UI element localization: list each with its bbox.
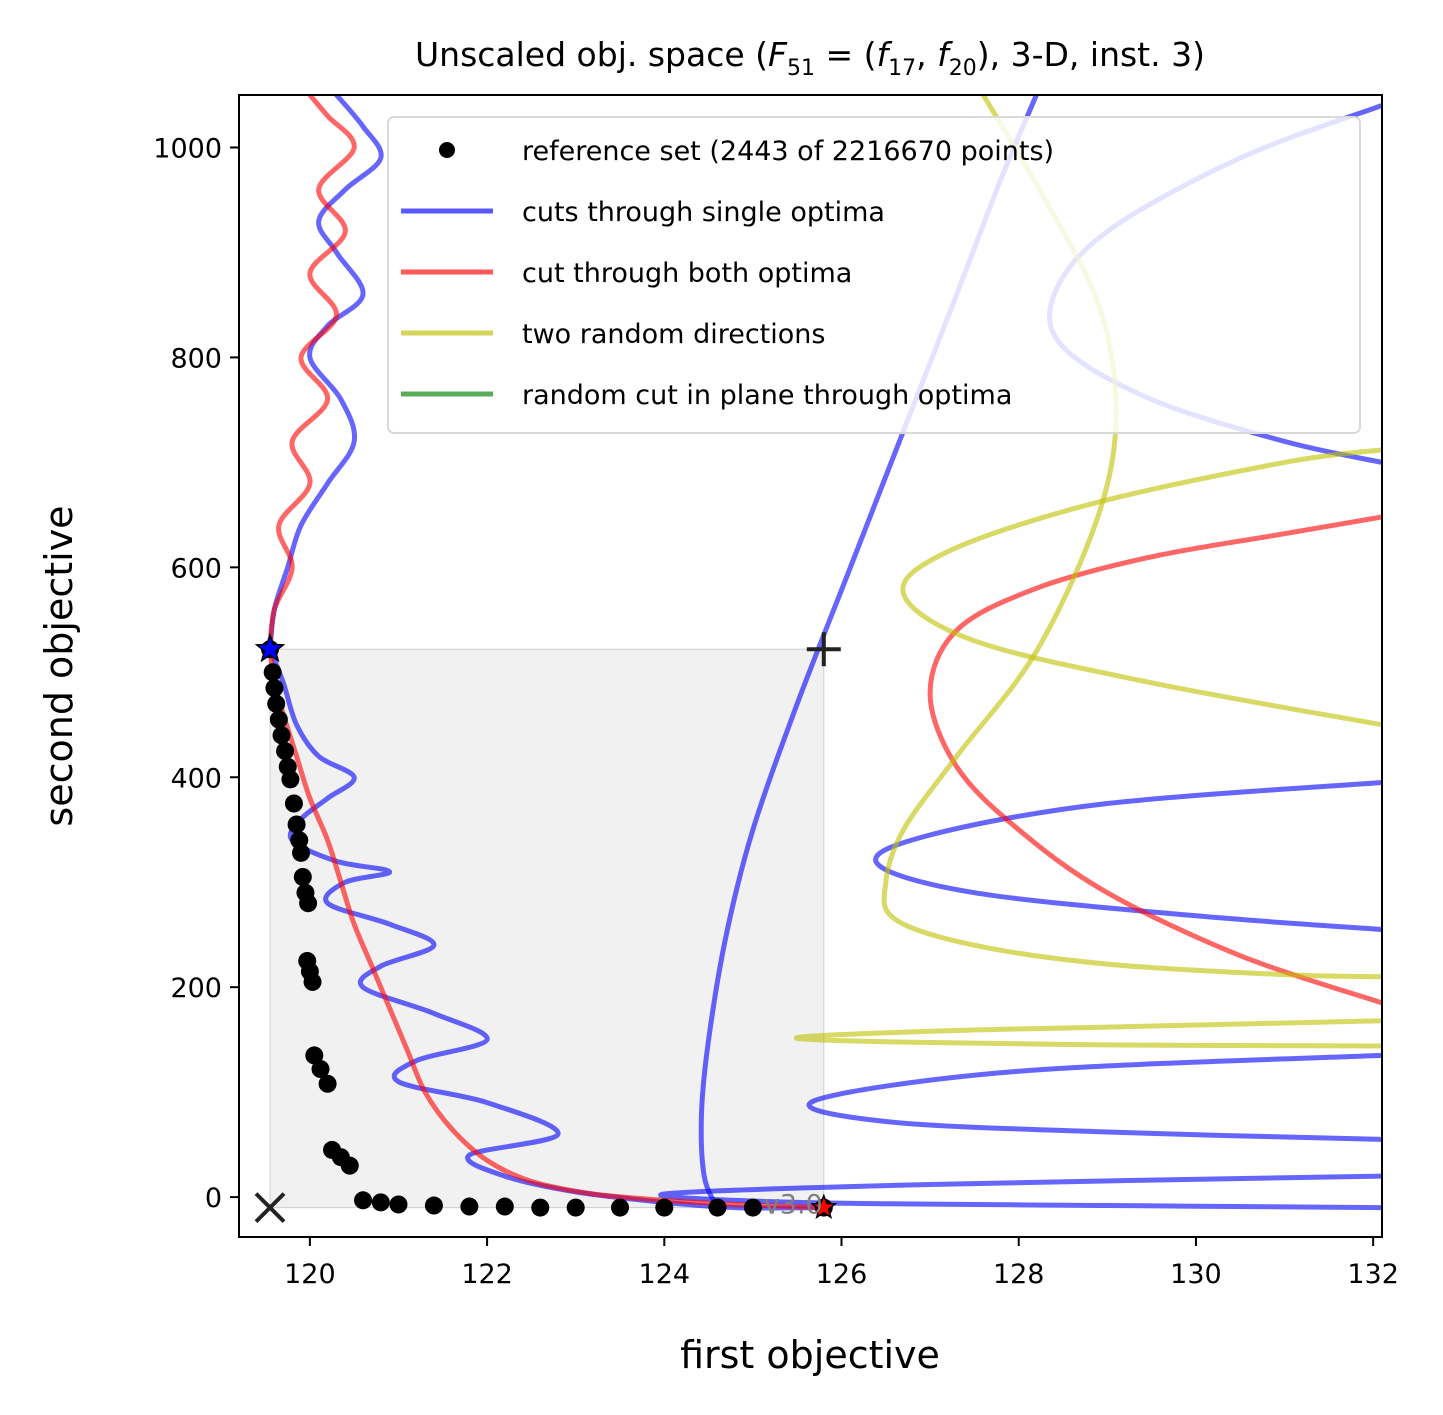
reference-point-10 [287, 815, 306, 834]
reference-point-28 [424, 1196, 443, 1215]
reference-point-8 [281, 770, 300, 789]
x-tick-label-6: 132 [1347, 1259, 1399, 1290]
reference-point-34 [655, 1198, 674, 1217]
series-line-6 [658, 1173, 1382, 1211]
reference-point-5 [272, 726, 291, 745]
dominated-region [269, 648, 825, 1209]
optimum-2-star [810, 1193, 838, 1220]
legend-box [387, 116, 1361, 434]
series-line-12 [793, 1018, 1382, 1049]
x-axis-label: first objective [680, 1333, 940, 1377]
series-line-9 [927, 514, 1382, 1006]
reference-point-25 [354, 1191, 373, 1210]
reference-point-18 [303, 972, 322, 991]
legend-label-4: random cut in plane through optima [522, 380, 1012, 411]
x-tick-label-3: 126 [816, 1259, 868, 1290]
optimum-1-star [254, 633, 286, 663]
reference-point-19 [305, 1046, 324, 1065]
reference-point-27 [389, 1195, 408, 1214]
plot-frame [238, 94, 1383, 1238]
series-layer [267, 95, 1382, 1211]
reference-set-points [261, 640, 833, 1217]
reference-point-21 [318, 1074, 337, 1093]
x-tick-label-4: 128 [993, 1259, 1045, 1290]
reference-point-26 [371, 1193, 390, 1212]
series-line-11 [900, 447, 1382, 728]
legend-marker-0 [439, 142, 455, 158]
reference-point-12 [292, 843, 311, 862]
reference-point-35 [708, 1198, 727, 1217]
reference-point-33 [611, 1198, 629, 1217]
y-tick-label-1: 200 [170, 973, 222, 1004]
reference-point-3 [267, 694, 286, 713]
reference-point-4 [269, 710, 288, 729]
legend-label-2: cut through both optima [522, 258, 852, 289]
series-line-5 [806, 1052, 1382, 1142]
ideal-point-marker [254, 1192, 286, 1224]
reference-point-2 [265, 679, 284, 698]
x-tick-label-2: 124 [639, 1259, 691, 1290]
reference-point-9 [284, 794, 303, 813]
reference-point-1 [263, 663, 282, 682]
series-line-7 [267, 646, 827, 1211]
special-markers [254, 632, 841, 1224]
series-line-0 [267, 646, 827, 1211]
legend-label-1: cuts through single optima [522, 197, 885, 228]
y-tick-label-0: 0 [205, 1183, 222, 1214]
legend-label-0: reference set (2443 of 2216670 points) [522, 136, 1054, 167]
x-tick-label-5: 130 [1170, 1259, 1222, 1290]
y-tick-label-4: 800 [170, 343, 222, 374]
y-tick-label-3: 600 [170, 553, 222, 584]
x-tick-label-1: 122 [461, 1259, 513, 1290]
reference-point-6 [276, 742, 295, 761]
chart-title: Unscaled obj. space (F51 = (f17, f20), 3… [415, 35, 1205, 81]
legend-label-3: two random directions [522, 319, 825, 350]
reference-point-29 [460, 1197, 479, 1216]
y-tick-label-2: 400 [170, 763, 222, 794]
reference-point-24 [340, 1156, 359, 1175]
reference-point-32 [566, 1198, 585, 1217]
y-axis-label: second objective [37, 505, 81, 826]
legend: reference set (2443 of 2216670 points) cu… [387, 116, 1361, 434]
reference-point-20 [311, 1060, 330, 1079]
series-line-8 [267, 95, 357, 652]
series-line-4 [873, 780, 1382, 932]
reference-point-15 [299, 894, 318, 913]
reference-point-36 [743, 1198, 762, 1217]
reference-point-30 [495, 1197, 514, 1216]
x-tick-label-0: 120 [284, 1259, 336, 1290]
version-annotation: v3.0 [764, 1190, 823, 1221]
reference-point-31 [531, 1198, 550, 1217]
x-axis-ticks: 120 122 124 126 128 130 132 [284, 1237, 1399, 1290]
nadir-point-marker [806, 632, 841, 667]
y-tick-label-5: 1000 [153, 133, 222, 164]
y-axis-ticks: 0 200 400 600 800 1000 [153, 133, 239, 1214]
reference-point-13 [293, 867, 312, 886]
